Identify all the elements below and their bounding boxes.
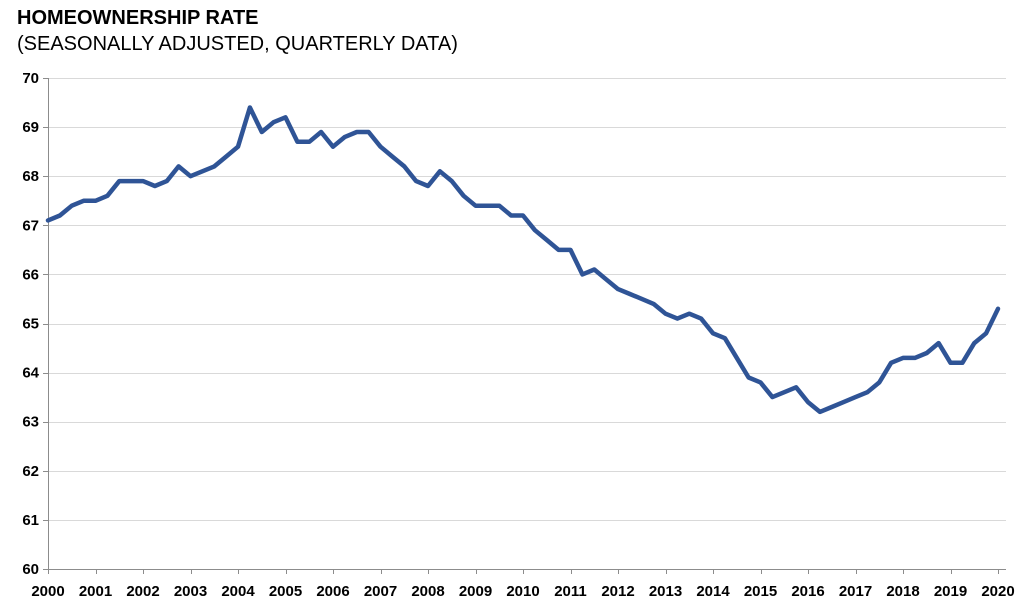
x-axis-label: 2016	[791, 583, 824, 600]
x-axis-label: 2008	[411, 583, 444, 600]
x-axis-label: 2013	[649, 583, 682, 600]
y-axis-label: 68	[22, 168, 39, 185]
x-axis-label: 2002	[126, 583, 159, 600]
x-axis-label: 2006	[316, 583, 349, 600]
x-axis-label: 2014	[696, 583, 730, 600]
y-axis-label: 69	[22, 119, 39, 136]
chart-title: HOMEOWNERSHIP RATE	[17, 7, 259, 29]
y-axis-label: 63	[22, 414, 39, 431]
x-axis-label: 2012	[601, 583, 634, 600]
x-axis-label: 2019	[934, 583, 967, 600]
y-axis-label: 64	[22, 365, 39, 382]
chart-header: HOMEOWNERSHIP RATE (SEASONALLY ADJUSTED,…	[17, 5, 458, 57]
x-axis-label: 2005	[269, 583, 302, 600]
x-axis-label: 2010	[506, 583, 539, 600]
x-axis-label: 2004	[221, 583, 255, 600]
x-axis-label: 2003	[174, 583, 207, 600]
homeownership-rate-line	[45, 105, 1001, 415]
y-axis-label: 70	[22, 70, 39, 87]
y-axis-label: 61	[22, 512, 39, 529]
x-axis-label: 2009	[459, 583, 492, 600]
y-axis-label: 62	[22, 463, 39, 480]
y-axis-label: 65	[22, 316, 39, 333]
x-axis-label: 2020	[981, 583, 1014, 600]
x-axis-label: 2000	[31, 583, 64, 600]
x-axis-label: 2018	[886, 583, 919, 600]
x-axis-label: 2001	[79, 583, 112, 600]
x-axis-label: 2017	[839, 583, 872, 600]
x-axis-label: 2015	[744, 583, 777, 600]
chart-subtitle: (SEASONALLY ADJUSTED, QUARTERLY DATA)	[17, 33, 458, 55]
y-axis-label: 60	[22, 561, 39, 578]
x-axis-label: 2011	[554, 583, 587, 600]
y-axis-label: 66	[22, 266, 39, 283]
x-axis-label: 2007	[364, 583, 397, 600]
y-axis-label: 67	[22, 217, 39, 234]
